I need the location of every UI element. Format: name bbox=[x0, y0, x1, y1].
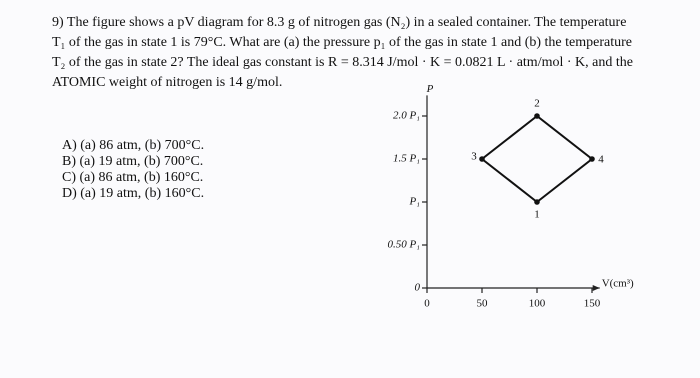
y-tick-label: 0.50 P₁ bbox=[387, 239, 420, 251]
question-line: T₂ of the gas in state 2? The ideal gas … bbox=[52, 55, 633, 70]
x-tick-label: 50 bbox=[477, 298, 489, 310]
y-tick-label: 1.5 P₁ bbox=[393, 153, 420, 165]
state-label: 4 bbox=[598, 154, 604, 166]
x-tick-label: 100 bbox=[529, 298, 546, 310]
question-line: 9) The figure shows a pV diagram for 8.3… bbox=[52, 15, 626, 30]
option: D) (a) 19 atm, (b) 160°C. bbox=[62, 186, 204, 201]
question-line: T₁ of the gas in state 1 is 79°C. What a… bbox=[52, 35, 632, 50]
y-tick-label: 0 bbox=[415, 282, 421, 294]
option: A) (a) 86 atm, (b) 700°C. bbox=[62, 138, 204, 153]
x-arrow bbox=[592, 285, 600, 291]
state-point bbox=[534, 199, 540, 205]
x-axis-label: V(cm³) bbox=[602, 278, 634, 290]
x-tick-label: 0 bbox=[424, 298, 430, 310]
state-point bbox=[479, 156, 485, 162]
y-axis-label: P bbox=[426, 83, 434, 95]
y-tick-label: 2.0 P₁ bbox=[393, 110, 420, 122]
state-label: 3 bbox=[471, 151, 477, 163]
state-label: 2 bbox=[534, 98, 540, 110]
y-tick-label: P₁ bbox=[408, 196, 420, 208]
x-tick-label: 150 bbox=[584, 298, 601, 310]
state-label: 1 bbox=[534, 209, 540, 221]
option: C) (a) 86 atm, (b) 160°C. bbox=[62, 170, 203, 185]
state-point bbox=[534, 113, 540, 119]
state-point bbox=[589, 156, 595, 162]
option: B) (a) 19 atm, (b) 700°C. bbox=[62, 154, 203, 169]
cycle-path bbox=[480, 114, 594, 204]
question-line: ATOMIC weight of nitrogen is 14 g/mol. bbox=[52, 75, 282, 90]
